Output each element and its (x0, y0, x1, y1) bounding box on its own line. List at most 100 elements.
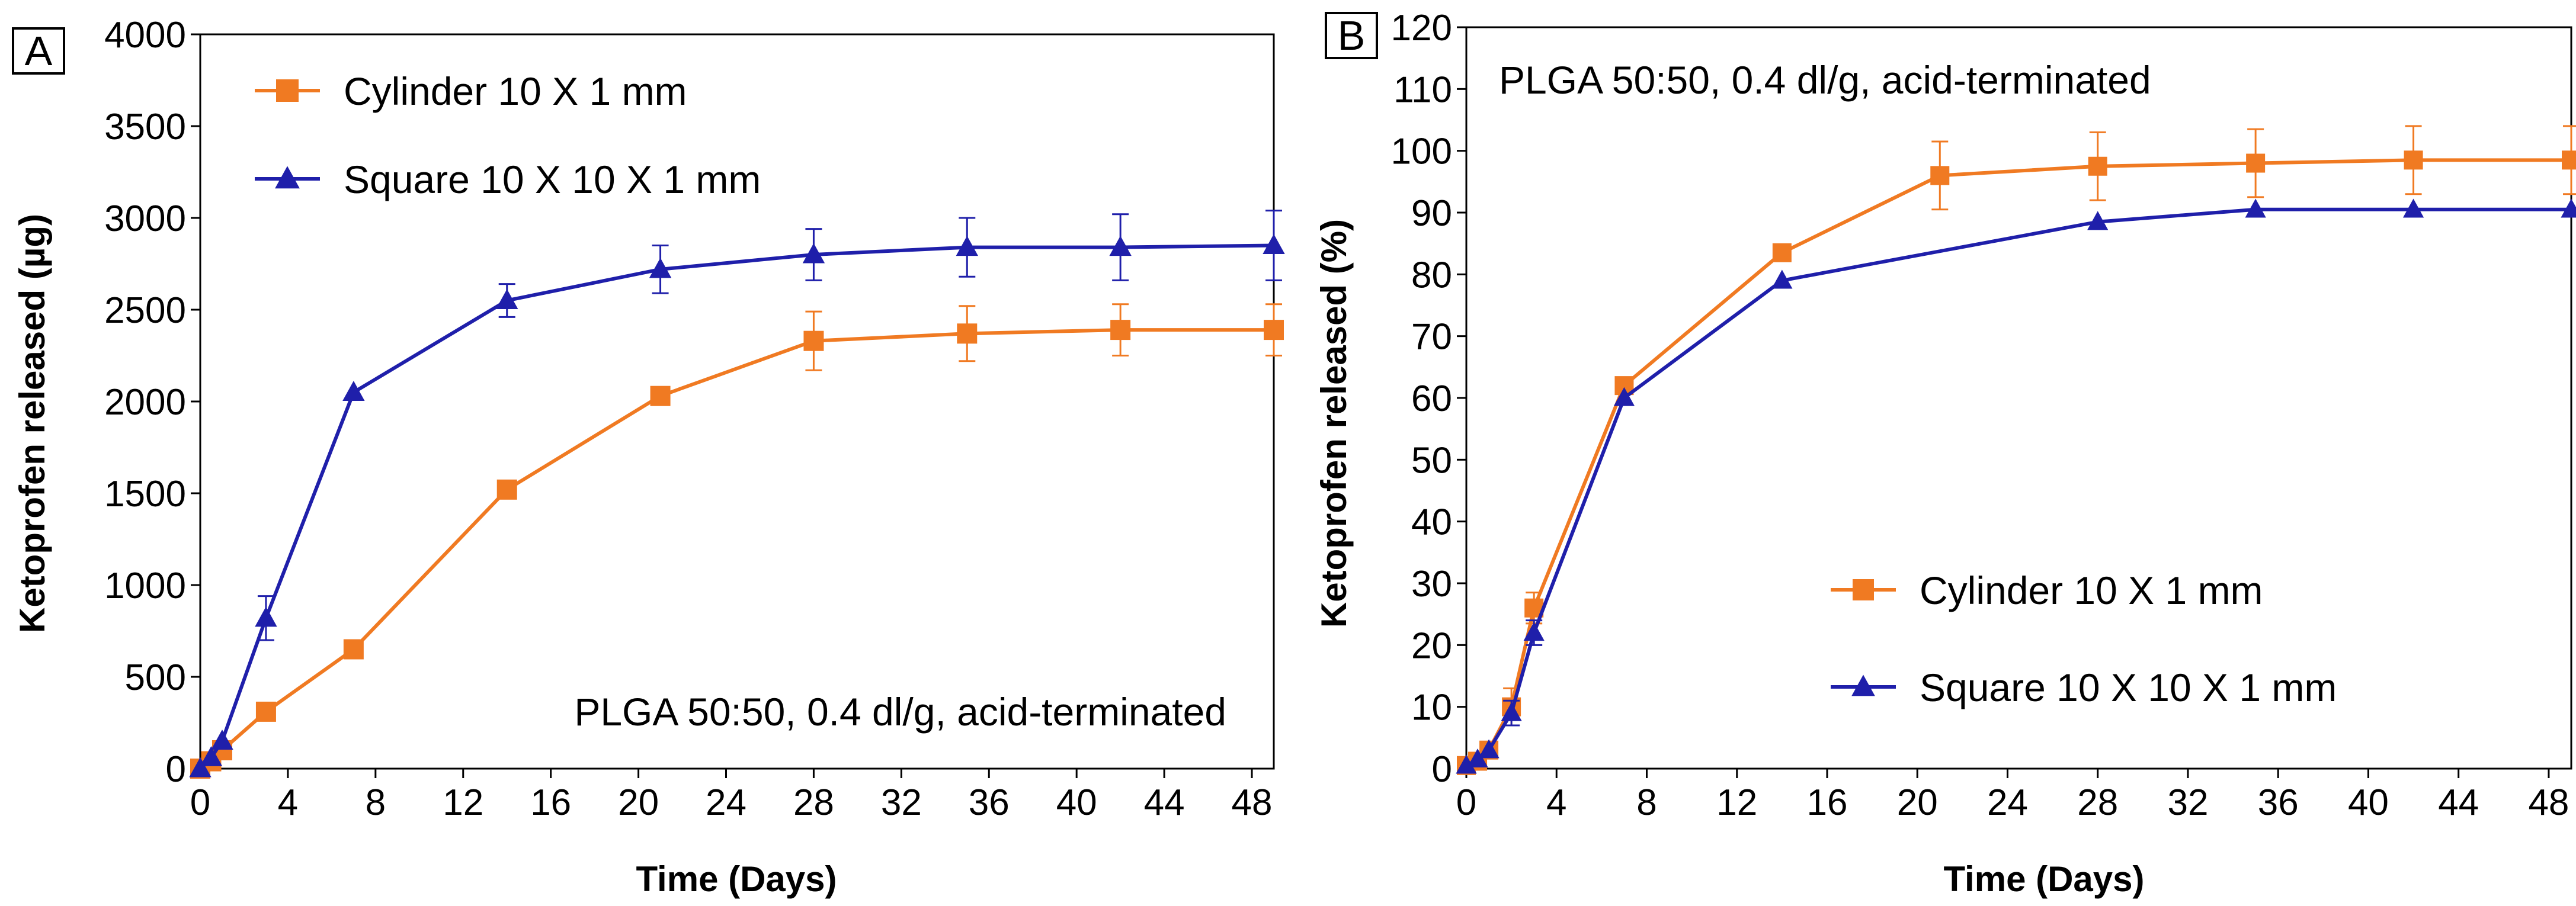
legend-marker (1851, 674, 1875, 696)
panel-a: A PLGA 50:50, 0.4 dl/g, acid-terminated … (12, 15, 1285, 899)
y-tick-label: 40 (1411, 502, 1452, 543)
legend-marker (276, 79, 299, 102)
data-point (1613, 387, 1635, 406)
data-point (1109, 236, 1132, 256)
y-tick-label: 30 (1411, 564, 1452, 605)
data-point (1523, 622, 1545, 641)
x-tick-label: 36 (969, 782, 1010, 823)
x-tick-label: 20 (618, 782, 659, 823)
data-point (802, 243, 825, 264)
data-point (1501, 702, 1522, 721)
x-tick-label: 16 (1806, 782, 1847, 823)
data-point (1263, 234, 1285, 255)
y-tick-label: 70 (1411, 317, 1452, 358)
panel-b-legend: Cylinder 10 X 1 mm Square 10 X 10 X 1 mm (1831, 568, 2337, 709)
series-square (1456, 198, 2576, 774)
y-tick-label: 4000 (104, 15, 186, 56)
data-point (255, 701, 276, 722)
y-tick-label: 120 (1391, 8, 1452, 49)
x-tick-label: 44 (1144, 782, 1185, 823)
legend-marker (1853, 579, 1874, 600)
y-tick-label: 0 (166, 749, 186, 790)
legend-label: Square 10 X 10 X 1 mm (1920, 666, 2337, 709)
panel-a-legend: Cylinder 10 X 1 mm Square 10 X 10 X 1 mm (255, 69, 761, 201)
data-point (650, 385, 671, 406)
data-point (2402, 198, 2424, 218)
data-point (649, 258, 672, 278)
panel-b-label: B (1338, 12, 1366, 59)
data-point (200, 746, 223, 766)
y-tick-label: 1000 (104, 566, 186, 606)
x-tick-label: 28 (2077, 782, 2118, 823)
panel-a-label: A (25, 28, 53, 74)
x-tick-label: 4 (278, 782, 298, 823)
data-point (957, 323, 978, 344)
x-tick-label: 20 (1897, 782, 1938, 823)
data-point (1771, 269, 1793, 289)
panel-a-label-box (12, 27, 65, 75)
y-tick-label: 1500 (104, 474, 186, 515)
data-point (2246, 153, 2266, 173)
data-point (956, 236, 978, 256)
x-tick-label: 44 (2438, 782, 2479, 823)
x-tick-label: 4 (1546, 782, 1566, 823)
y-tick-label: 110 (1393, 69, 1452, 110)
legend-label: Cylinder 10 X 1 mm (1920, 568, 2263, 612)
data-point (189, 757, 212, 778)
y-tick-label: 2500 (104, 290, 186, 331)
series-square (189, 210, 1285, 778)
y-tick-label: 90 (1411, 193, 1452, 234)
y-tick-label: 80 (1411, 255, 1452, 295)
x-tick-label: 32 (881, 782, 922, 823)
panel-b-y-axis-label: Ketoprofen released (%) (1314, 219, 1354, 628)
data-point (342, 381, 365, 401)
data-point (211, 730, 233, 750)
panel-a-y-axis-label: Ketoprofen released (µg) (12, 214, 52, 633)
legend-label: Cylinder 10 X 1 mm (344, 69, 687, 113)
x-tick-label: 48 (2528, 782, 2569, 823)
data-point (1467, 748, 1488, 768)
y-tick-label: 500 (125, 657, 186, 698)
data-point (1264, 320, 1284, 340)
data-point (2404, 150, 2423, 170)
data-point (1478, 739, 1500, 759)
data-point (1930, 166, 1950, 185)
x-tick-label: 0 (190, 782, 210, 823)
y-tick-label: 3000 (104, 198, 186, 239)
data-point (496, 479, 517, 500)
x-tick-label: 8 (366, 782, 386, 823)
x-tick-label: 36 (2258, 782, 2299, 823)
data-point (1456, 754, 1477, 774)
y-tick-label: 3500 (104, 107, 186, 147)
x-tick-label: 28 (793, 782, 834, 823)
y-tick-label: 0 (1432, 749, 1452, 790)
x-tick-label: 40 (2348, 782, 2389, 823)
x-tick-label: 48 (1232, 782, 1273, 823)
data-point (255, 606, 277, 627)
data-point (803, 330, 824, 351)
panel-b-annotation: PLGA 50:50, 0.4 dl/g, acid-terminated (1499, 58, 2151, 102)
x-tick-label: 12 (1716, 782, 1757, 823)
data-point (1772, 243, 1792, 262)
data-point (496, 289, 518, 310)
data-point (2245, 198, 2266, 218)
plot-frame (1465, 26, 2572, 770)
legend-label: Square 10 X 10 X 1 mm (344, 158, 761, 201)
x-tick-label: 8 (1636, 782, 1657, 823)
data-point (343, 639, 364, 660)
data-point (2561, 198, 2576, 218)
data-point (2562, 150, 2576, 170)
data-point (2088, 156, 2107, 176)
x-tick-label: 24 (1987, 782, 2028, 823)
x-tick-label: 32 (2167, 782, 2208, 823)
y-tick-label: 20 (1411, 625, 1452, 666)
panel-a-x-axis-label: Time (Days) (636, 859, 837, 899)
panel-b-x-axis-label: Time (Days) (1943, 859, 2144, 899)
panel-b-label-box (1325, 12, 1378, 59)
x-tick-label: 0 (1456, 782, 1476, 823)
y-tick-label: 2000 (104, 382, 186, 423)
legend-marker (275, 166, 300, 189)
panel-a-annotation: PLGA 50:50, 0.4 dl/g, acid-terminated (574, 690, 1226, 734)
panel-b: B PLGA 50:50, 0.4 dl/g, acid-terminated … (1314, 8, 2576, 899)
x-tick-label: 40 (1056, 782, 1097, 823)
